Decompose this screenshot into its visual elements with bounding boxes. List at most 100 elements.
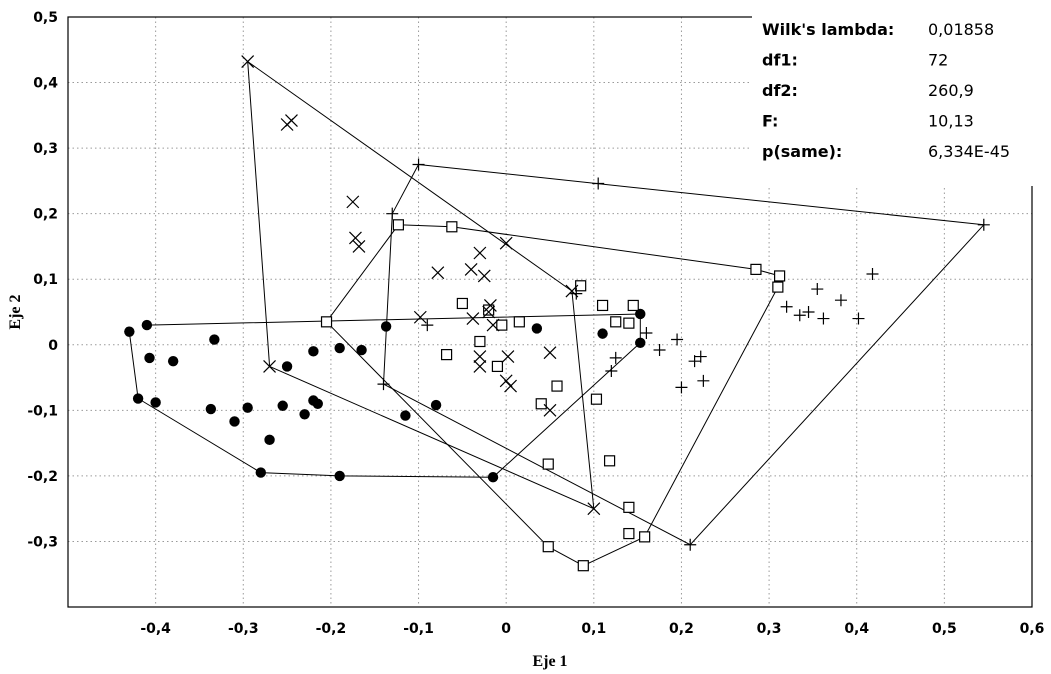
point-open-square [483,304,495,316]
point-open-square [590,393,603,405]
point-plus-mark [977,218,990,231]
point-plus-mark [834,294,847,307]
data-points [124,55,990,572]
point-open-square [542,458,554,470]
point-filled-circle [132,393,144,404]
point-x-mark [349,231,362,245]
stat-label: F: [762,112,778,131]
point-plus-mark [817,312,830,325]
point-open-square [542,541,554,553]
point-filled-circle [229,416,240,427]
point-plus-mark [412,158,425,171]
stat-value: 6,334E-45 [928,142,1010,161]
point-plus-mark [609,351,622,364]
point-plus-mark [802,306,815,318]
point-filled-circle [635,337,646,349]
stat-label: df2: [762,81,798,100]
tick-labels: -0,4 -0,3 -0,2 -0,1 0 0,1 0,2 0,3 0,4 0,5 0,6 -0,3 -… [27,10,1044,637]
y-tick-label: -0,1 [27,403,58,419]
point-open-square [535,398,547,410]
point-plus-mark [605,365,618,377]
point-filled-circle [356,344,367,356]
point-x-mark [285,114,298,128]
point-x-mark [413,310,427,324]
point-x-mark [263,359,276,373]
point-open-square [392,219,404,231]
point-x-mark [473,246,487,260]
stat-label: Wilk's lambda: [762,20,894,39]
stats-box: Wilk's lambda: 0,01858 df1: 72 df2: 260,9 F: 10… [752,6,1048,186]
point-plus-mark [780,300,793,313]
point-plus-mark [675,381,688,394]
point-x-mark [543,346,557,360]
point-x-mark [486,318,500,332]
point-filled-circle [141,319,153,331]
point-open-square [623,317,635,329]
point-plus-mark [386,207,399,220]
hull-series-2 [326,224,781,567]
point-x-mark [504,379,517,393]
point-x-mark [483,299,497,312]
stat-label: df1: [762,51,798,70]
point-filled-circle [144,352,155,364]
point-open-square [496,319,508,331]
point-filled-circle [299,409,310,420]
point-x-mark [352,240,366,253]
point-open-square [491,360,504,373]
point-x-mark [346,195,360,209]
y-tick-label: 0,4 [33,76,58,92]
point-filled-circle [308,346,319,357]
y-axis-label: Eje 2 [7,294,24,329]
point-filled-circle [597,328,608,339]
point-open-square [627,299,639,312]
stat-value: 10,13 [928,112,974,131]
x-tick-label: -0,3 [228,621,259,637]
point-x-mark [431,266,445,280]
point-x-mark [466,312,480,325]
point-x-mark [501,350,515,364]
point-open-square [603,455,616,467]
point-x-mark [499,236,513,250]
point-open-square [774,270,786,282]
x-tick-label: 0,5 [932,621,957,637]
hull-series-1 [128,313,641,478]
x-tick-label: 0,6 [1020,621,1045,637]
stats-background [752,6,1048,186]
point-plus-mark [688,355,701,368]
x-axis-label: Eje 1 [532,653,567,670]
point-filled-circle [635,308,646,320]
point-x-mark [473,359,487,373]
x-tick-label: 0,2 [669,621,694,637]
point-open-square [456,297,468,310]
point-filled-circle [430,399,442,411]
point-x-mark [241,55,255,69]
point-plus-mark [697,374,710,387]
stat-value: 260,9 [928,81,974,100]
stat-value: 72 [928,51,948,70]
point-x-mark [464,262,478,276]
y-tick-label: 0,5 [33,10,58,26]
point-open-square [440,349,453,361]
x-tick-label: 0,4 [844,621,869,637]
point-filled-circle [209,334,220,345]
point-plus-mark [377,378,390,391]
y-tick-label: 0,3 [33,141,58,157]
point-plus-mark [684,538,697,551]
point-x-mark [499,374,513,388]
y-tick-label: -0,3 [27,534,58,550]
point-filled-circle [264,434,275,446]
y-tick-label: 0,1 [33,272,58,288]
y-tick-label: -0,2 [27,469,58,485]
point-x-mark [587,502,601,516]
x-tick-label: -0,4 [140,621,171,637]
x-tick-label: -0,1 [403,621,434,637]
x-tick-label: 0 [501,621,511,637]
point-plus-mark [866,267,879,280]
point-filled-circle [380,321,392,332]
point-open-square [446,221,458,233]
point-open-square [772,281,784,293]
point-filled-circle [312,398,323,409]
point-open-square [610,316,622,328]
point-filled-circle [281,361,293,372]
